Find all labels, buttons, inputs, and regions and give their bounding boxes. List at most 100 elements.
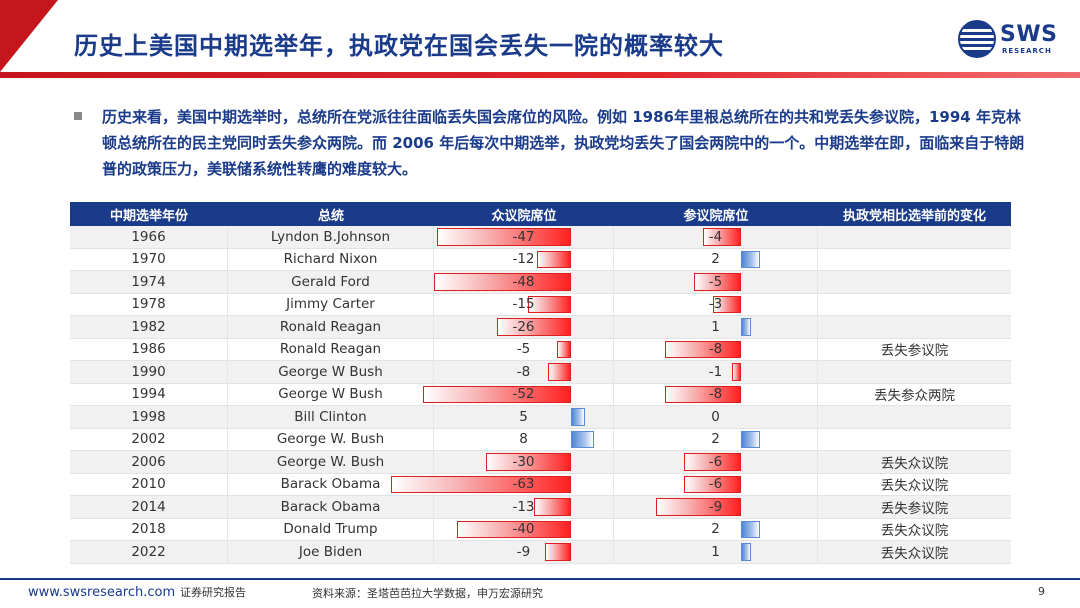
- logo-subtext: RESEARCH: [1002, 47, 1052, 55]
- house-cell-bar: [485, 453, 571, 471]
- house-cell-value: -5: [516, 341, 531, 358]
- page-number: 9: [1038, 585, 1045, 598]
- house-cell-value: -30: [512, 453, 535, 470]
- house-cell: -30: [434, 451, 614, 473]
- senate-cell-value: 0: [711, 408, 720, 425]
- table-row: 1990 George W Bush -8 -1: [70, 361, 1011, 384]
- year-cell: 1994: [70, 383, 228, 405]
- table-row: 1994 George W Bush -52 -8 丢失参众两院: [70, 383, 1011, 406]
- house-cell-value: -40: [512, 521, 535, 538]
- change-cell: 丢失众议院: [880, 455, 949, 472]
- senate-cell-value: -9: [708, 498, 723, 515]
- header: 历史上美国中期选举年，执政党在国会丢失一院的概率较大 SWS RESEARCH: [0, 0, 1080, 80]
- table-row: 2014 Barack Obama -13 -9 丢失参议院: [70, 496, 1011, 519]
- house-cell-value: -47: [512, 228, 535, 245]
- house-cell-bar: [391, 475, 571, 493]
- house-cell: 8: [434, 428, 614, 450]
- change-cell: 丢失参众两院: [874, 388, 955, 405]
- table-row: 2010 Barack Obama -63 -6 丢失众议院: [70, 473, 1011, 496]
- senate-cell: -3: [614, 293, 818, 315]
- table-row: 1978 Jimmy Carter -15 -3: [70, 293, 1011, 316]
- table-row: 1974 Gerald Ford -48 -5: [70, 271, 1011, 294]
- header-senate: 参议院席位: [683, 208, 749, 224]
- senate-cell-bar: [712, 295, 741, 313]
- senate-cell-bar: [741, 520, 760, 538]
- senate-cell-value: -8: [708, 386, 723, 403]
- house-cell: -26: [434, 316, 614, 338]
- sws-logo: SWS RESEARCH: [958, 20, 1058, 60]
- senate-cell: 2: [614, 518, 818, 540]
- year-cell: 1998: [70, 406, 228, 428]
- senate-cell-value: -6: [708, 453, 723, 470]
- house-cell-bar: [533, 498, 571, 516]
- senate-cell-bar: [684, 475, 741, 493]
- year-cell: 1982: [70, 316, 228, 338]
- senate-cell-value: -8: [708, 341, 723, 358]
- house-cell-value: -12: [512, 251, 535, 268]
- midterm-table: 中期选举年份 总统 众议院席位 参议院席位 执政党相比选举前的变化 1966 Ly…: [70, 202, 1011, 564]
- senate-cell: 2: [614, 248, 818, 270]
- senate-cell: 2: [614, 428, 818, 450]
- house-cell-bar: [545, 543, 571, 561]
- senate-cell-value: 1: [711, 543, 720, 560]
- house-cell-value: 5: [519, 408, 528, 425]
- president-cell: Ronald Reagan: [228, 338, 434, 360]
- house-cell: -13: [434, 496, 614, 518]
- table-row: 1998 Bill Clinton 5 0: [70, 406, 1011, 429]
- house-cell: -8: [434, 361, 614, 383]
- year-cell: 2022: [70, 541, 228, 563]
- summary-paragraph: 历史来看，美国中期选举时，总统所在党派往往面临丢失国会席位的风险。例如 1986…: [102, 108, 1025, 178]
- president-cell: Bill Clinton: [228, 406, 434, 428]
- house-cell: -12: [434, 248, 614, 270]
- house-cell-value: -9: [516, 543, 531, 560]
- change-cell: [818, 249, 1011, 271]
- house-cell-bar: [548, 363, 571, 381]
- house-cell-value: -15: [512, 296, 535, 313]
- house-cell-value: -26: [512, 318, 535, 335]
- year-cell: 1970: [70, 248, 228, 270]
- president-cell: Donald Trump: [228, 518, 434, 540]
- senate-cell-value: -6: [708, 476, 723, 493]
- house-cell-bar: [571, 430, 594, 448]
- president-cell: George W. Bush: [228, 428, 434, 450]
- senate-cell: 1: [614, 541, 818, 563]
- table-row: 1966 Lyndon B.Johnson -47 -4: [70, 226, 1011, 249]
- change-cell: 丢失众议院: [880, 545, 949, 562]
- table-row: 2002 George W. Bush 8 2: [70, 428, 1011, 451]
- year-cell: 1986: [70, 338, 228, 360]
- change-cell: [818, 271, 1011, 293]
- header-change: 执政党相比选举前的变化: [842, 208, 986, 224]
- senate-cell: -5: [614, 271, 818, 293]
- house-cell-value: -48: [512, 273, 535, 290]
- senate-cell-value: 1: [711, 318, 720, 335]
- house-cell-bar: [437, 228, 571, 246]
- house-cell: -52: [422, 383, 614, 405]
- president-cell: George W. Bush: [228, 451, 434, 473]
- footer-line: [0, 578, 1080, 580]
- house-cell: -9: [434, 541, 614, 563]
- footer-url-link[interactable]: www.swsresearch.com: [28, 585, 176, 600]
- senate-cell-bar: [655, 498, 741, 516]
- president-cell: George W Bush: [228, 383, 434, 405]
- house-cell-value: 8: [519, 431, 528, 448]
- change-cell: [818, 316, 1011, 338]
- house-cell-bar: [434, 273, 571, 291]
- president-cell: Gerald Ford: [228, 271, 434, 293]
- change-cell: 丢失参议院: [880, 343, 949, 360]
- change-cell: 丢失参议院: [880, 500, 949, 517]
- house-cell: -40: [434, 518, 614, 540]
- table-row: 2006 George W. Bush -30 -6 丢失众议院: [70, 451, 1011, 474]
- year-cell: 2018: [70, 518, 228, 540]
- president-cell: Lyndon B.Johnson: [228, 226, 434, 248]
- table-row: 1982 Ronald Reagan -26 1: [70, 316, 1011, 339]
- senate-cell-value: 2: [711, 251, 720, 268]
- header-year: 中期选举年份: [109, 208, 188, 224]
- house-cell: 5: [434, 406, 614, 428]
- table-body: 1966 Lyndon B.Johnson -47 -4 1970 Richard Nix…: [70, 226, 1011, 564]
- year-cell: 2006: [70, 451, 228, 473]
- senate-cell: 1: [614, 316, 818, 338]
- senate-cell-value: -3: [708, 296, 723, 313]
- senate-cell-bar: [741, 430, 760, 448]
- change-cell: 丢失众议院: [880, 478, 949, 495]
- senate-cell: -8: [614, 338, 818, 360]
